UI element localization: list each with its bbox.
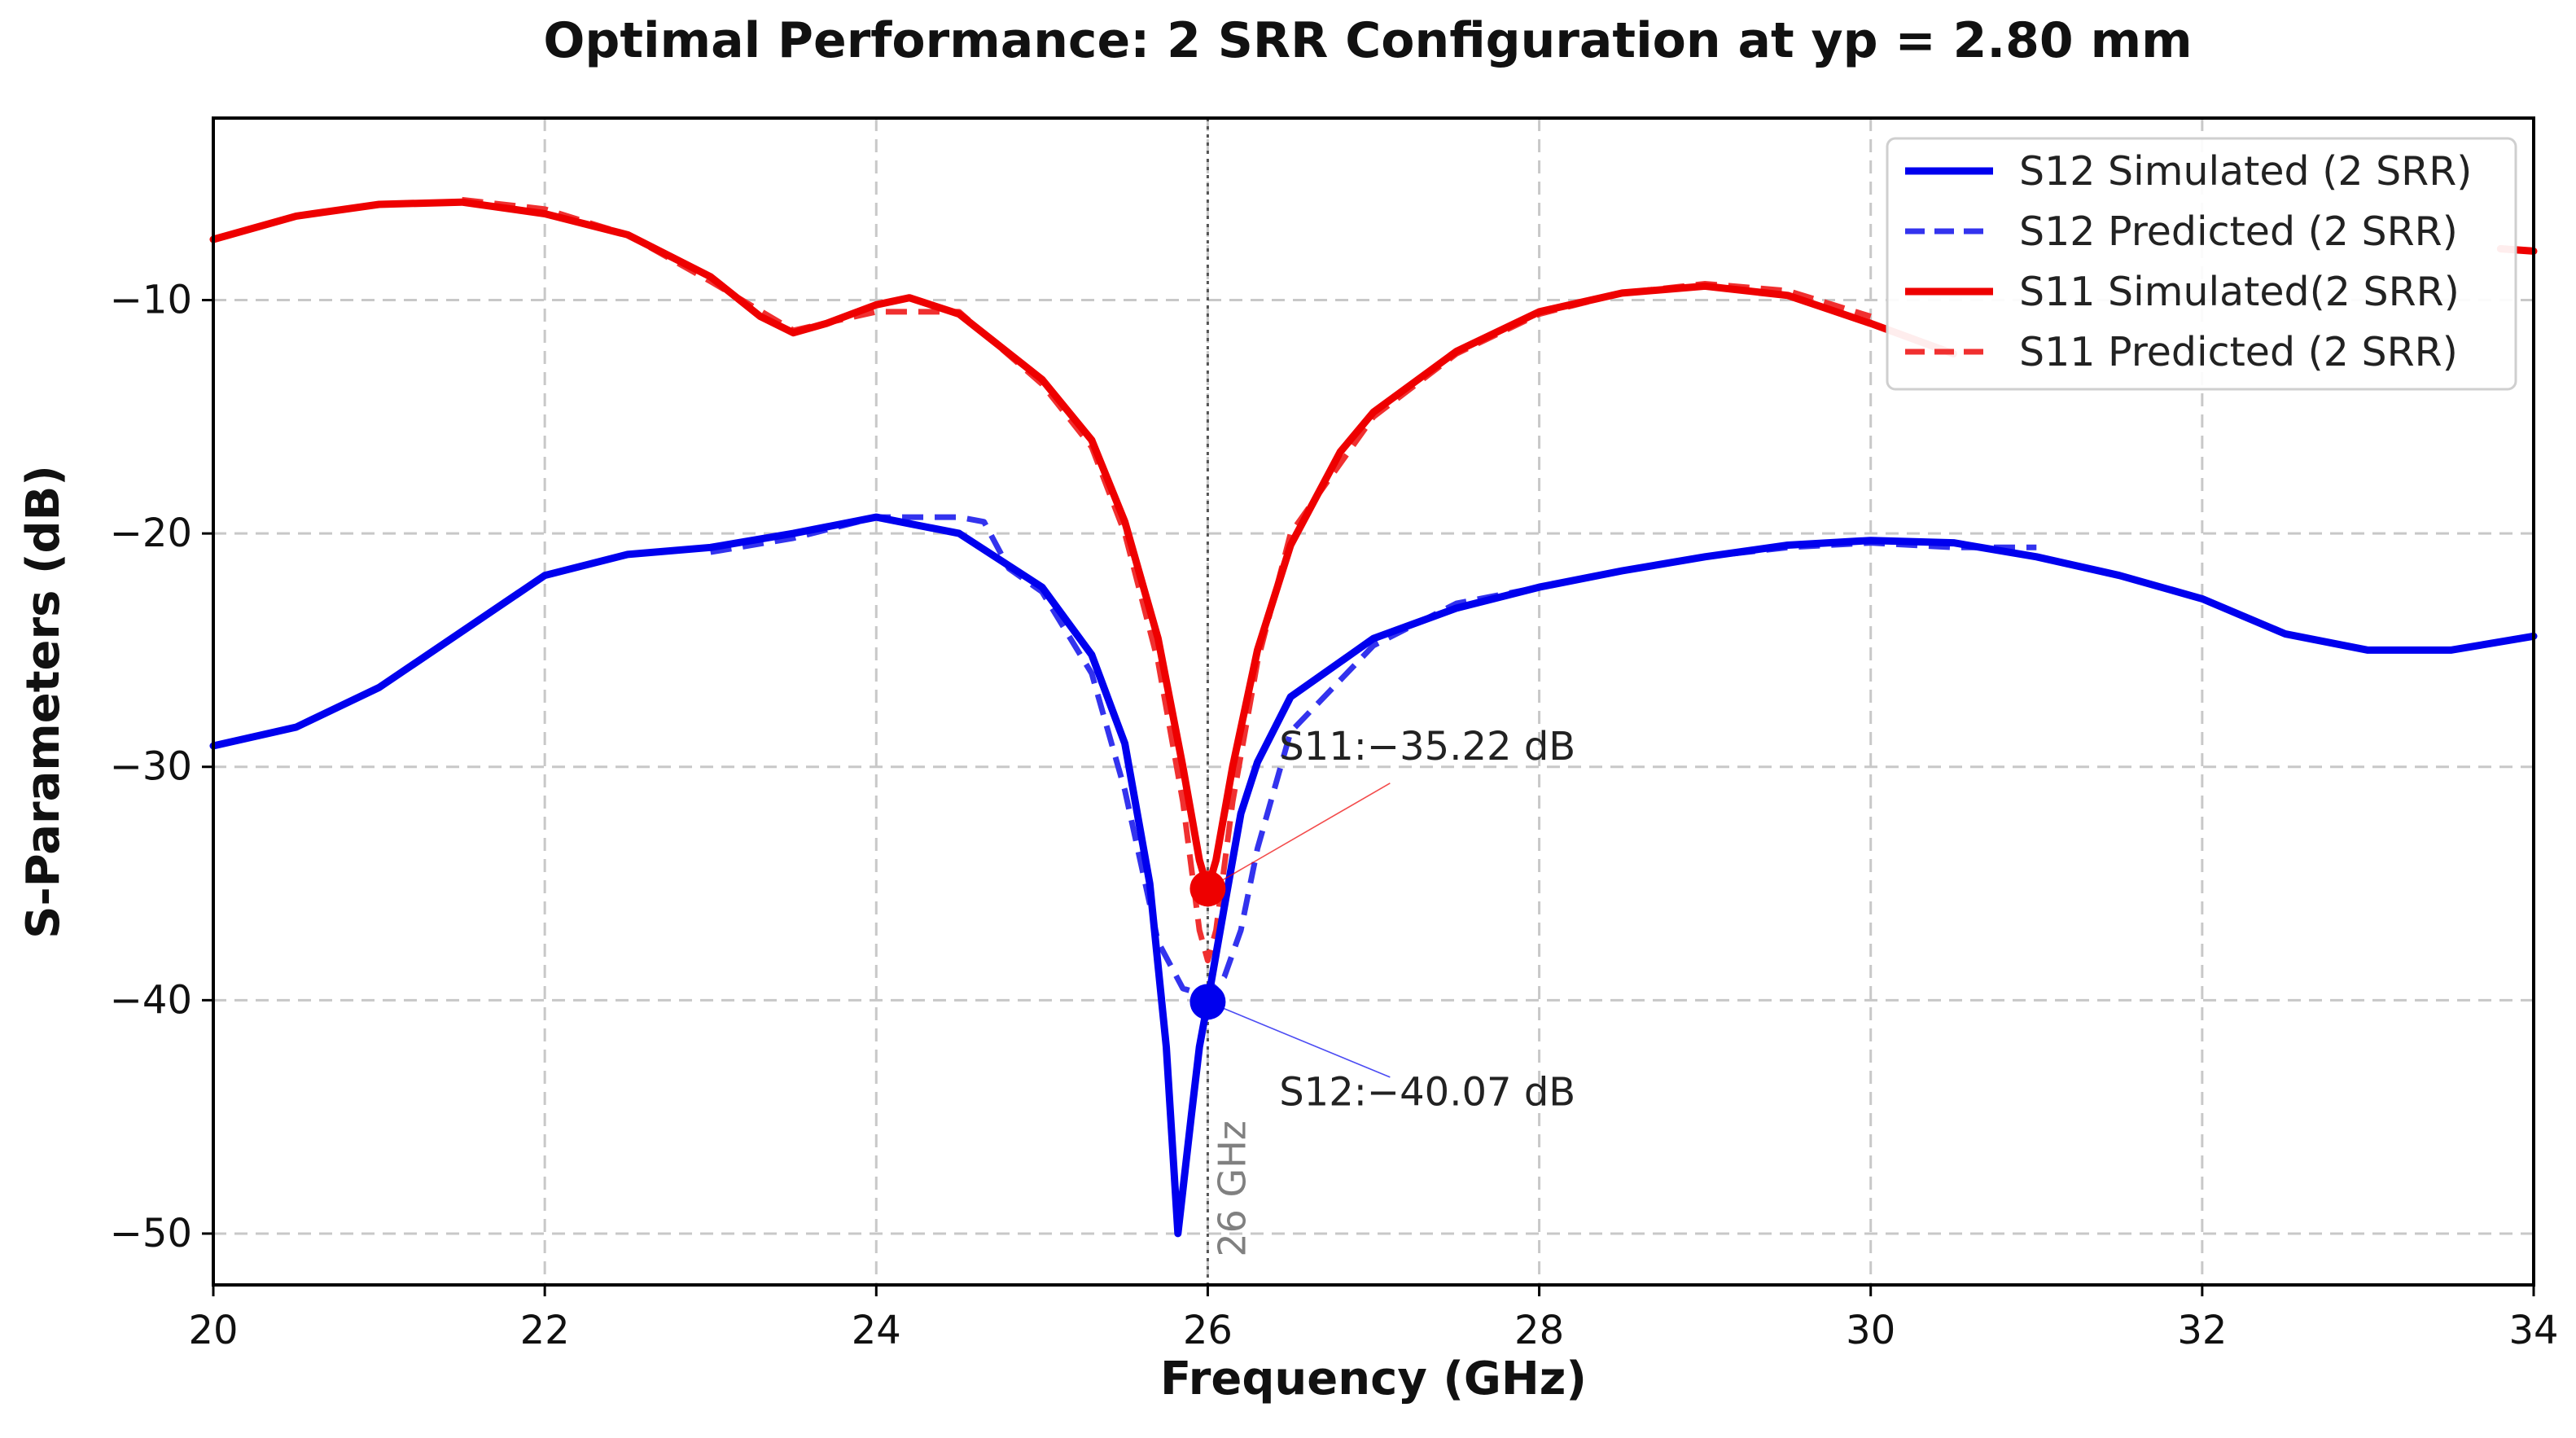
series-group: [209, 196, 2538, 1238]
x-tick-label-3: 26: [1183, 1308, 1233, 1353]
x-tick-label-5: 30: [1846, 1308, 1895, 1353]
annotation-arrow-s12: [1207, 1001, 1391, 1078]
plot-frame: [212, 116, 2535, 1287]
y-tick-label-3: −20: [110, 511, 192, 556]
y-tick-label-2: −30: [110, 744, 192, 790]
legend: S12 Simulated (2 SRR) S12 Predicted (2 SR…: [1886, 137, 2517, 391]
annotation-label-s11: S11:−35.22 dB: [1279, 724, 1575, 769]
y-tick-label-4: −10: [110, 278, 192, 323]
x-tick-label-1: 22: [520, 1308, 570, 1353]
legend-label-s12-simulated: S12 Simulated (2 SRR): [2019, 148, 2472, 195]
reference-line-label: 26 GHz: [1210, 1120, 1254, 1257]
annotation-arrow-s11: [1207, 783, 1391, 890]
annotation-label-s12: S12:−40.07 dB: [1279, 1069, 1575, 1115]
x-tick-label-0: 20: [188, 1308, 238, 1353]
x-tick-label-7: 34: [2508, 1308, 2558, 1353]
series-s12-simulated: [209, 513, 2538, 1238]
y-tick-label-1: −40: [110, 977, 192, 1023]
x-tick-label-2: 24: [852, 1308, 901, 1353]
marker-s12: [1189, 984, 1226, 1020]
legend-label-s11-simulated: S11 Simulated(2 SRR): [2019, 269, 2460, 315]
y-axis-label: S-Parameters (dB): [17, 465, 70, 939]
x-axis-label: Frequency (GHz): [1160, 1353, 1587, 1405]
ticks: 20 22 24 26 28 30 32 34 −50 −40 −30 −20 −10: [110, 278, 2559, 1353]
chart-title: Optimal Performance: 2 SRR Configuration…: [543, 12, 2192, 69]
x-tick-label-6: 32: [2177, 1308, 2227, 1353]
legend-frame: [1886, 137, 2517, 391]
y-tick-label-0: −50: [110, 1211, 192, 1256]
x-tick-label-4: 28: [1514, 1308, 1564, 1353]
legend-label-s12-predicted: S12 Predicted (2 SRR): [2019, 208, 2458, 255]
annotation-group: S11:−35.22 dB S12:−40.07 dB 26 GHz: [1189, 724, 1575, 1257]
series-s11-simulated: [209, 198, 1957, 892]
series-s11-predicted: [462, 196, 1872, 964]
marker-s11: [1189, 870, 1226, 907]
legend-label-s11-predicted: S11 Predicted (2 SRR): [2019, 329, 2458, 375]
